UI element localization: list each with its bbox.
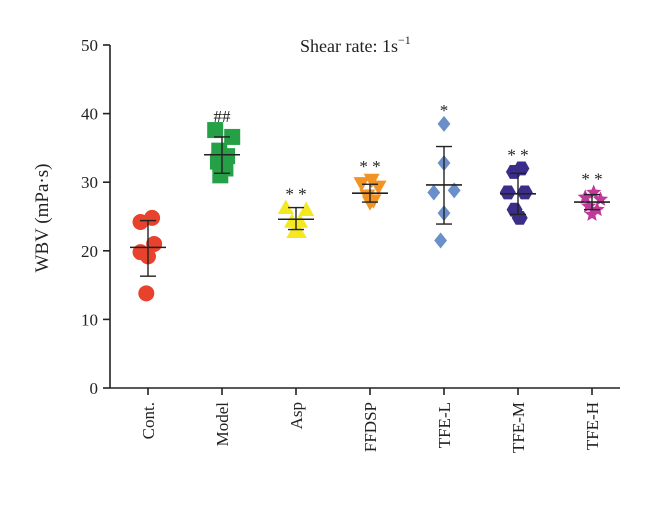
y-tick-label: 50 bbox=[81, 36, 98, 55]
series-tfe-m: * * bbox=[499, 145, 536, 225]
significance-label: * * bbox=[285, 185, 306, 204]
data-point-hexagon bbox=[499, 185, 516, 200]
significance-label: * bbox=[440, 101, 449, 120]
data-point-triangle bbox=[362, 196, 378, 211]
y-tick-label: 20 bbox=[81, 242, 98, 261]
x-tick-label: TFE-L bbox=[435, 402, 454, 448]
x-tick-label: TFE-M bbox=[509, 402, 528, 453]
series-tfe-h: * * bbox=[574, 169, 610, 221]
data-point-triangle bbox=[353, 177, 370, 192]
significance-label: * * bbox=[359, 157, 380, 176]
data-point-square bbox=[224, 128, 241, 145]
data-point-diamond bbox=[434, 232, 447, 249]
data-point-square bbox=[212, 167, 229, 184]
chart-title-main: Shear rate: 1s bbox=[300, 36, 398, 56]
data-point-circle bbox=[144, 209, 161, 226]
data-point-circle bbox=[138, 285, 155, 302]
data-point-triangle bbox=[290, 223, 307, 238]
y-tick-label: 40 bbox=[81, 105, 98, 124]
series-model: ## bbox=[204, 107, 241, 184]
data-point-diamond bbox=[447, 182, 461, 199]
series-asp: * * bbox=[277, 185, 315, 238]
y-tick-label: 0 bbox=[90, 379, 99, 398]
y-tick-label: 30 bbox=[81, 173, 98, 192]
x-tick-label: FFDSP bbox=[361, 402, 380, 452]
x-tick-label: Asp bbox=[287, 402, 306, 429]
y-tick-label: 10 bbox=[81, 310, 98, 329]
significance-label: ## bbox=[214, 107, 232, 126]
y-axis-title: WBV (mPa·s) bbox=[32, 164, 53, 273]
x-tick-label: TFE-H bbox=[583, 402, 602, 450]
series-cont bbox=[130, 209, 166, 302]
axes: 0 10 20 30 40 50 Cont. Model Asp FFDSP TFE-L TFE-M T… bbox=[81, 36, 620, 453]
data-point-diamond bbox=[437, 115, 451, 132]
data-point-star bbox=[586, 184, 602, 199]
series-tfe-l: * bbox=[426, 101, 462, 249]
data-point-triangle bbox=[298, 201, 315, 217]
data-point-hexagon bbox=[513, 161, 530, 176]
data-point-diamond bbox=[427, 184, 441, 201]
significance-label: * * bbox=[581, 169, 602, 188]
x-tick-label: Cont. bbox=[139, 402, 158, 439]
data-point-hexagon bbox=[516, 185, 533, 200]
chart-title: Shear rate: 1s−1 bbox=[300, 33, 411, 56]
data-point-square bbox=[207, 122, 224, 139]
chart-marks: ## * * * * * * * * * bbox=[130, 101, 610, 302]
data-point-triangle bbox=[277, 199, 294, 214]
series-ffdsp: * * bbox=[352, 157, 388, 211]
significance-label: * * bbox=[507, 145, 528, 164]
data-point-star bbox=[584, 206, 600, 221]
x-tick-label: Model bbox=[213, 402, 232, 447]
chart-title-superscript: −1 bbox=[398, 33, 411, 47]
